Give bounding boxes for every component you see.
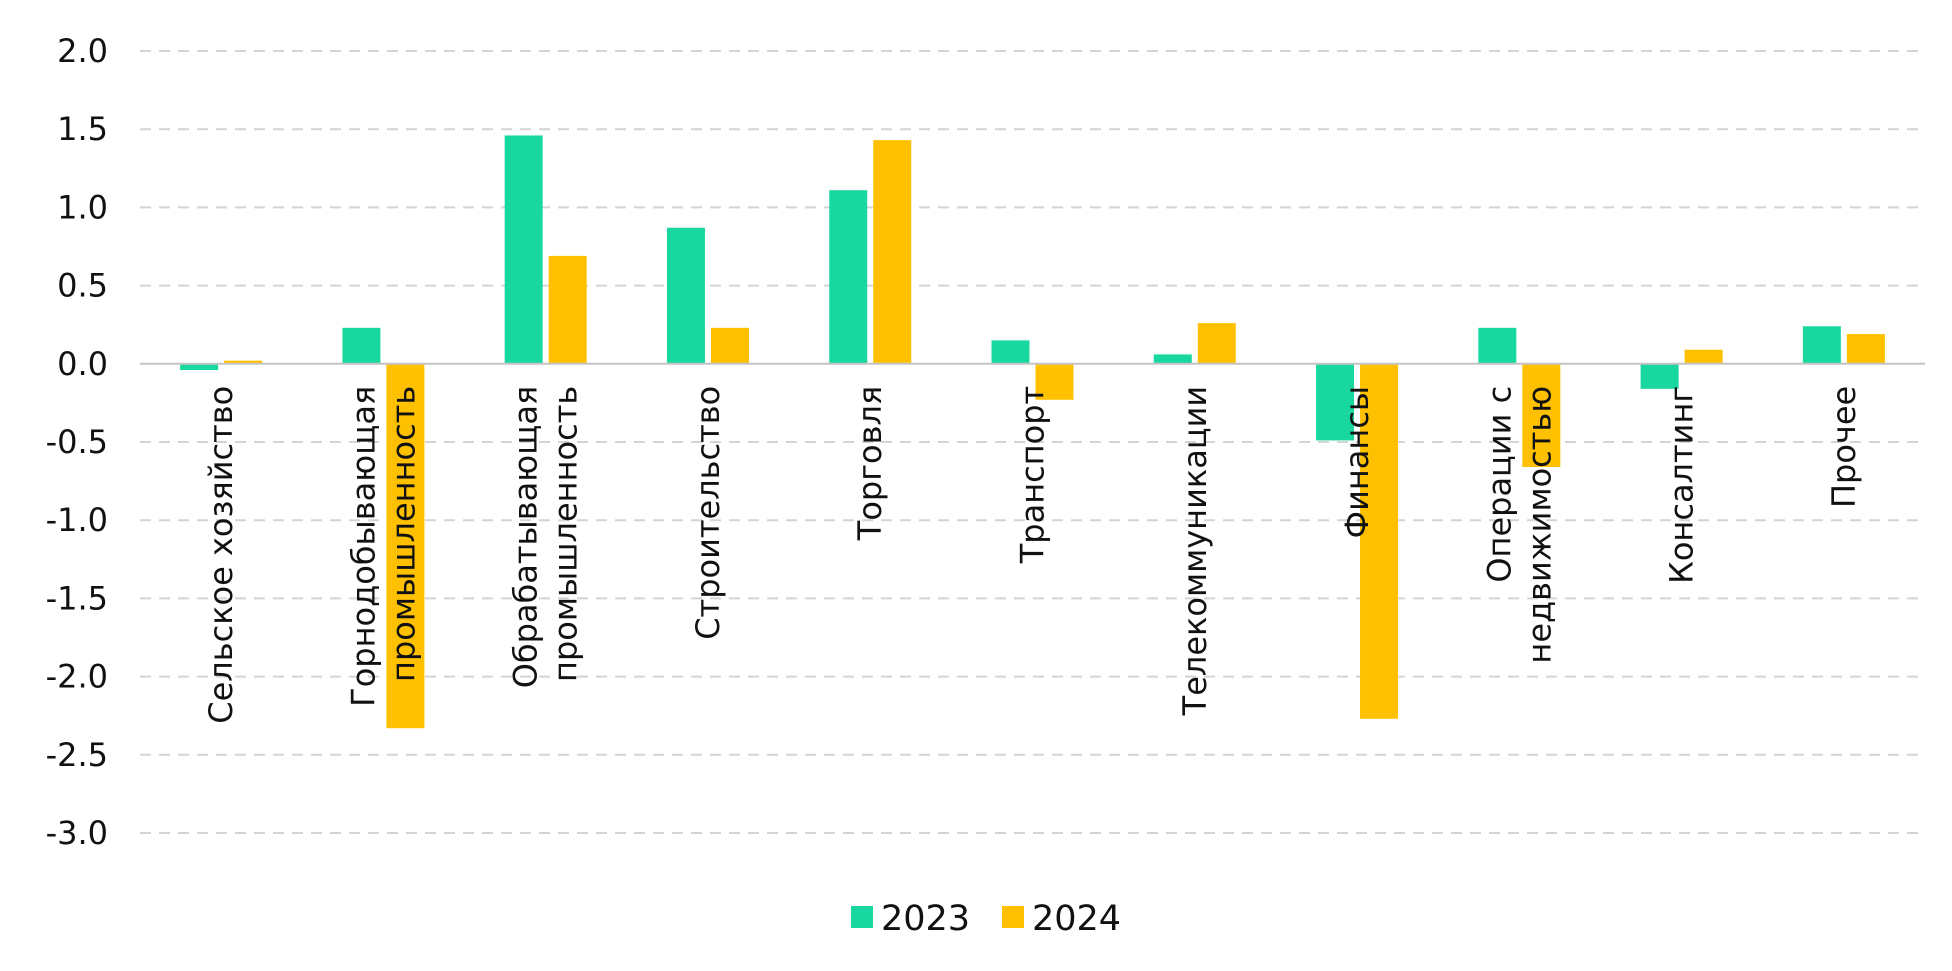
bar-2023-7 — [1316, 363, 1355, 441]
category-label-line: Торговля — [851, 386, 889, 541]
bar-2024-7 — [1360, 363, 1399, 719]
bar-2024-8 — [1522, 363, 1561, 468]
legend-swatch-2024 — [1002, 906, 1024, 928]
category-label-line: недвижимостью — [1520, 386, 1558, 664]
category-label-line: промышленность — [384, 386, 422, 682]
bar-2024-5 — [1035, 363, 1074, 400]
y-axis: 2.0 1.5 1.0 0.5 0.0 -0.5 -1.0 -1.5 -2.0 -2.5 -3.0 — [46, 32, 108, 852]
category-label-line: Финансы — [1338, 386, 1376, 539]
bar-2023-0 — [180, 363, 219, 371]
y-tick-label: -1.5 — [46, 579, 108, 617]
legend: 2023 2024 — [851, 899, 1121, 939]
bar-2024-0 — [224, 360, 263, 364]
category-label-line: Прочее — [1825, 386, 1863, 508]
category-label: Финансы — [1338, 386, 1376, 539]
category-label-line: Операции с — [1480, 386, 1518, 583]
bar-2024-3 — [710, 327, 749, 364]
y-tick-label: -2.0 — [46, 658, 108, 696]
bar-2023-5 — [991, 340, 1030, 364]
grid-lines — [140, 50, 1925, 834]
y-tick-label: -3.0 — [46, 814, 108, 852]
category-label: Сельское хозяйство — [202, 386, 240, 724]
category-label: Прочее — [1825, 386, 1863, 508]
bar-2023-4 — [829, 190, 868, 364]
category-label-line: Консалтинг — [1663, 386, 1701, 584]
bar-2023-3 — [666, 227, 705, 364]
category-label: Строительство — [689, 386, 727, 640]
bar-2023-6 — [1153, 354, 1192, 364]
bar-2024-4 — [873, 140, 912, 364]
category-label-line: Горнодобывающая — [344, 386, 382, 707]
bar-2024-2 — [548, 255, 587, 364]
bar-2024-6 — [1197, 323, 1236, 364]
category-labels: Сельское хозяйство Горнодобывающаяпромышл… — [202, 386, 1863, 724]
bar-2023-1 — [342, 327, 381, 364]
y-tick-label: 0.0 — [57, 345, 108, 383]
category-label: Консалтинг — [1663, 386, 1701, 584]
category-label: Горнодобывающаяпромышленность — [344, 386, 422, 707]
category-label: Торговля — [851, 386, 889, 541]
bar-2023-9 — [1640, 363, 1679, 389]
bar-2024-1 — [386, 363, 425, 729]
legend-label-2024: 2024 — [1032, 899, 1121, 939]
category-label: Транспорт — [1014, 386, 1052, 564]
category-label: Обрабатывающаяпромышленность — [507, 386, 585, 689]
y-tick-label: 1.0 — [57, 188, 108, 226]
bar-2023-8 — [1478, 327, 1517, 364]
bars — [180, 135, 1885, 729]
bar-2024-9 — [1684, 349, 1723, 364]
category-label-line: Сельское хозяйство — [202, 386, 240, 724]
category-label-line: Транспорт — [1014, 386, 1052, 564]
y-tick-label: 0.5 — [57, 267, 108, 305]
y-tick-label: 2.0 — [57, 32, 108, 70]
category-label-line: Обрабатывающая — [507, 386, 545, 689]
legend-label-2023: 2023 — [881, 899, 970, 939]
bar-2023-10 — [1802, 326, 1841, 364]
category-label-line: Телекоммуникации — [1176, 386, 1214, 717]
category-label-line: Строительство — [689, 386, 727, 640]
category-label-line: промышленность — [547, 386, 585, 682]
y-tick-label: -1.0 — [46, 501, 108, 539]
y-tick-label: -0.5 — [46, 423, 108, 461]
y-tick-label: 1.5 — [57, 110, 108, 148]
y-tick-label: -2.5 — [46, 736, 108, 774]
bar-2023-2 — [504, 135, 543, 364]
category-label: Операции снедвижимостью — [1480, 386, 1558, 664]
legend-swatch-2023 — [851, 906, 873, 928]
bar-2024-10 — [1846, 334, 1885, 364]
category-label: Телекоммуникации — [1176, 386, 1214, 717]
